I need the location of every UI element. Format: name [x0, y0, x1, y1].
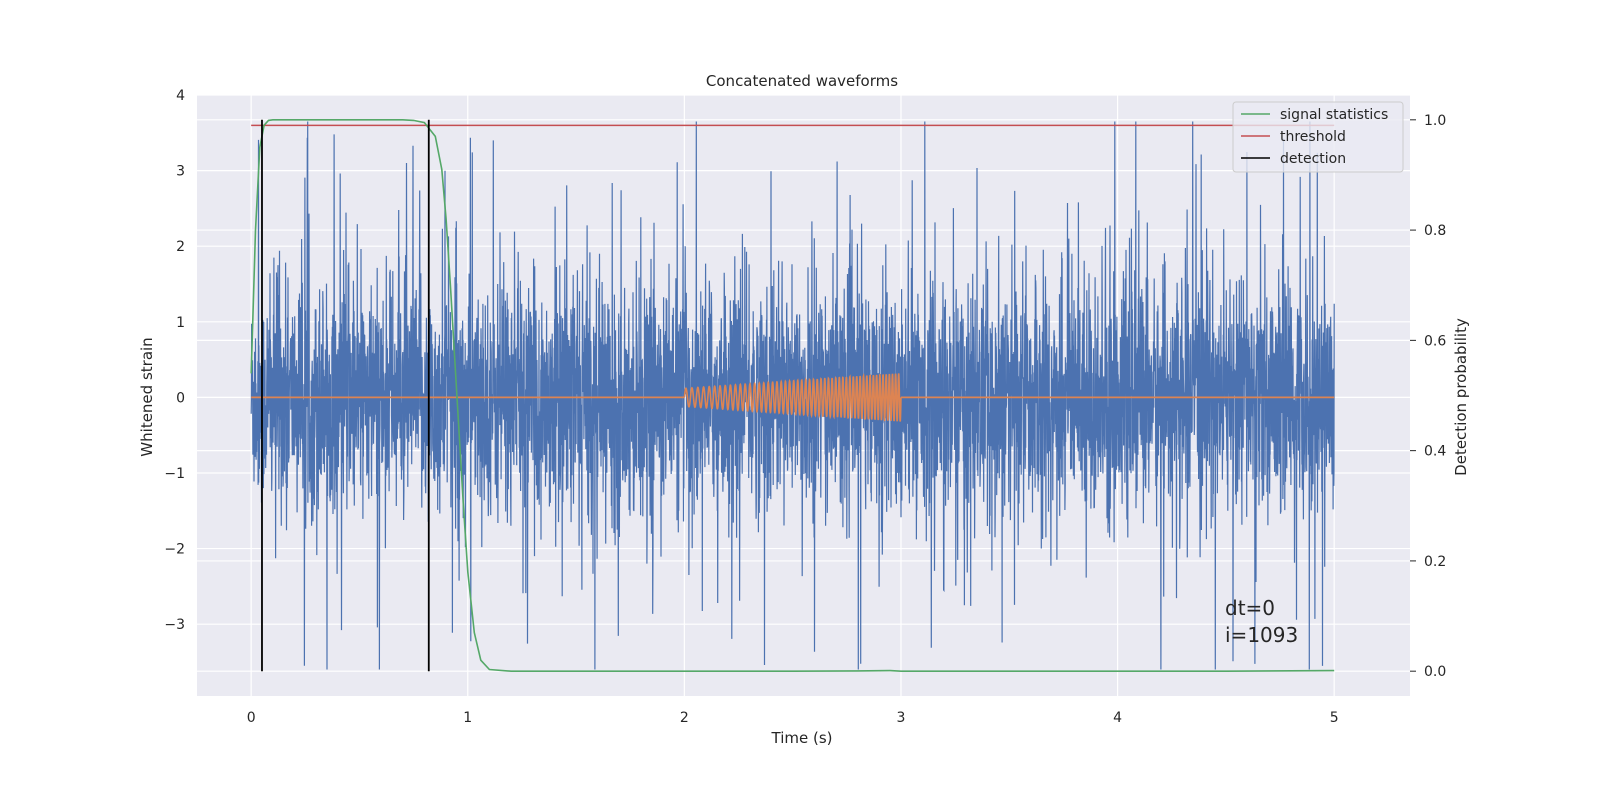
y-left-tick-label: −1	[164, 466, 185, 482]
x-tick-label: 3	[897, 710, 906, 726]
noise-series	[250, 121, 1335, 670]
noise-line	[250, 121, 1335, 670]
x-tick-label: 1	[463, 710, 472, 726]
chirp-series	[251, 372, 1335, 422]
signal-statistics-line	[250, 119, 1335, 672]
x-tick-label: 5	[1330, 710, 1339, 726]
y-left-ticks: −3 −2 −1 0 1 2 3 4	[164, 88, 185, 633]
signal-statistics-series	[250, 119, 1335, 672]
y-right-axis-label: Detection probability	[1452, 318, 1470, 476]
y-left-tick-label: −3	[164, 617, 185, 633]
y-right-tick-label: 0.2	[1424, 554, 1446, 570]
y-left-axis-label: Whitened strain	[138, 337, 156, 456]
x-axis-label: Time (s)	[771, 729, 833, 747]
x-ticks: 0 1 2 3 4 5	[247, 710, 1339, 726]
y-right-tick-label: 0.6	[1424, 333, 1446, 349]
x-tick-label: 4	[1113, 710, 1122, 726]
y-right-tick-label: 0.4	[1424, 444, 1446, 460]
x-tick-label: 2	[680, 710, 689, 726]
y-right-tick-label: 1.0	[1424, 113, 1446, 129]
legend-box	[1232, 101, 1404, 173]
y-left-tick-label: 4	[176, 88, 185, 104]
y-right-tick-label: 0.0	[1424, 664, 1446, 680]
y-left-tick-label: 2	[176, 239, 185, 255]
annotation-dt: dt=0	[1225, 596, 1275, 620]
detection-series	[261, 119, 430, 672]
y-left-tick-label: 0	[176, 390, 185, 406]
legend-label-signal: signal statistics	[1280, 107, 1388, 123]
y-left-tick-label: 3	[176, 164, 185, 180]
y-left-tick-label: −2	[164, 542, 185, 558]
annotation-i: i=1093	[1225, 623, 1298, 647]
y-left-tick-label: 1	[176, 315, 185, 331]
legend-label-threshold: threshold	[1280, 129, 1346, 145]
y-right-ticks: 0.0 0.2 0.4 0.6 0.8 1.0	[1410, 113, 1446, 680]
x-tick-label: 0	[247, 710, 256, 726]
chart-title: Concatenated waveforms	[706, 72, 898, 90]
waveform-chirp	[683, 372, 902, 422]
y-right-tick-label: 0.8	[1424, 223, 1446, 239]
legend-label-detection: detection	[1280, 151, 1346, 167]
legend: signal statistics threshold detection	[1232, 101, 1404, 173]
